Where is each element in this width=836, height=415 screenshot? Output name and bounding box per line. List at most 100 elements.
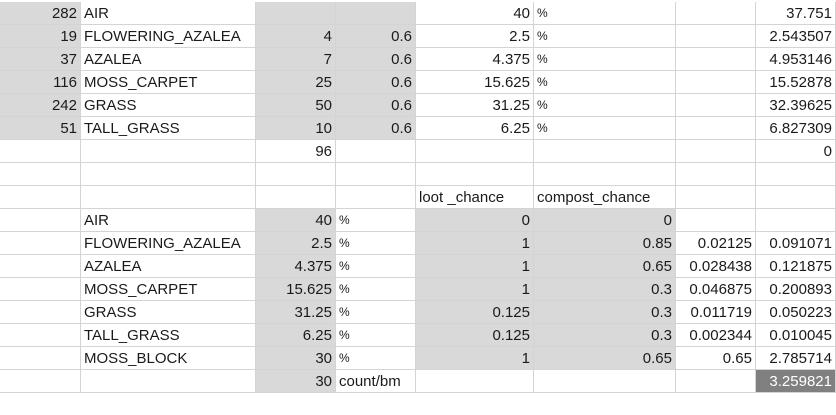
cell-r11-c7[interactable]: 0.028438 [676, 255, 756, 278]
cell-r12-c1[interactable]: MOSS_CARPET [81, 278, 256, 301]
cell-r16-c5[interactable] [534, 370, 676, 393]
cell-r3-c3[interactable]: 0.6 [336, 71, 416, 94]
cell-r14-c1[interactable]: TALL_GRASS [81, 324, 256, 347]
cell-r3-c8[interactable]: 15.52878 [756, 71, 836, 94]
cell-r9-c4[interactable]: 0 [416, 209, 534, 232]
cell-r13-c2[interactable]: 31.25 [256, 301, 336, 324]
cell-r10-c1[interactable]: FLOWERING_AZALEA [81, 232, 256, 255]
cell-r12-c0[interactable] [0, 278, 81, 301]
cell-r3-c0[interactable]: 116 [0, 71, 81, 94]
cell-r4-c4[interactable]: 31.25 [416, 94, 534, 117]
cell-r15-c2[interactable]: 30 [256, 347, 336, 370]
cell-r0-c5[interactable]: % [534, 2, 676, 25]
cell-r0-c8[interactable]: 37.751 [756, 2, 836, 25]
cell-r14-c8[interactable]: 0.010045 [756, 324, 836, 347]
cell-r12-c7[interactable]: 0.046875 [676, 278, 756, 301]
cell-r1-c1[interactable]: FLOWERING_AZALEA [81, 25, 256, 48]
cell-r7-c2[interactable] [256, 163, 336, 186]
cell-r10-c7[interactable]: 0.02125 [676, 232, 756, 255]
cell-r8-c5[interactable]: compost_chance [534, 186, 676, 209]
cell-r10-c0[interactable] [0, 232, 81, 255]
cell-r15-c5[interactable]: 0.65 [534, 347, 676, 370]
cell-r8-c0[interactable] [0, 186, 81, 209]
cell-r11-c4[interactable]: 1 [416, 255, 534, 278]
cell-r14-c2[interactable]: 6.25 [256, 324, 336, 347]
cell-r11-c3[interactable]: % [336, 255, 416, 278]
cell-r13-c1[interactable]: GRASS [81, 301, 256, 324]
cell-r12-c8[interactable]: 0.200893 [756, 278, 836, 301]
cell-r8-c2[interactable] [256, 186, 336, 209]
cell-r4-c7[interactable] [676, 94, 756, 117]
cell-r1-c2[interactable]: 4 [256, 25, 336, 48]
cell-r5-c5[interactable]: % [534, 117, 676, 140]
cell-r0-c7[interactable] [676, 2, 756, 25]
cell-r11-c2[interactable]: 4.375 [256, 255, 336, 278]
cell-r0-c1[interactable]: AIR [81, 2, 256, 25]
cell-r7-c1[interactable] [81, 163, 256, 186]
cell-r8-c8[interactable] [756, 186, 836, 209]
cell-r15-c3[interactable]: % [336, 347, 416, 370]
cell-r11-c0[interactable] [0, 255, 81, 278]
cell-r12-c4[interactable]: 1 [416, 278, 534, 301]
cell-r16-c7[interactable] [676, 370, 756, 393]
cell-r2-c3[interactable]: 0.6 [336, 48, 416, 71]
cell-r2-c8[interactable]: 4.953146 [756, 48, 836, 71]
cell-r6-c8[interactable]: 0 [756, 140, 836, 163]
cell-r3-c7[interactable] [676, 71, 756, 94]
cell-r1-c7[interactable] [676, 25, 756, 48]
cell-r9-c0[interactable] [0, 209, 81, 232]
cell-r4-c1[interactable]: GRASS [81, 94, 256, 117]
cell-r5-c3[interactable]: 0.6 [336, 117, 416, 140]
cell-r10-c2[interactable]: 2.5 [256, 232, 336, 255]
cell-r15-c1[interactable]: MOSS_BLOCK [81, 347, 256, 370]
cell-r13-c0[interactable] [0, 301, 81, 324]
cell-r13-c4[interactable]: 0.125 [416, 301, 534, 324]
cell-r11-c1[interactable]: AZALEA [81, 255, 256, 278]
cell-r13-c5[interactable]: 0.3 [534, 301, 676, 324]
cell-r13-c8[interactable]: 0.050223 [756, 301, 836, 324]
cell-r14-c4[interactable]: 0.125 [416, 324, 534, 347]
cell-r4-c8[interactable]: 32.39625 [756, 94, 836, 117]
cell-r5-c7[interactable] [676, 117, 756, 140]
cell-r15-c8[interactable]: 2.785714 [756, 347, 836, 370]
cell-r2-c0[interactable]: 37 [0, 48, 81, 71]
cell-r14-c7[interactable]: 0.002344 [676, 324, 756, 347]
cell-r1-c5[interactable]: % [534, 25, 676, 48]
cell-r3-c2[interactable]: 25 [256, 71, 336, 94]
cell-r16-c1[interactable] [81, 370, 256, 393]
cell-r5-c0[interactable]: 51 [0, 117, 81, 140]
cell-r7-c3[interactable] [336, 163, 416, 186]
cell-r12-c3[interactable]: % [336, 278, 416, 301]
cell-r1-c8[interactable]: 2.543507 [756, 25, 836, 48]
cell-r6-c0[interactable] [0, 140, 81, 163]
cell-r5-c4[interactable]: 6.25 [416, 117, 534, 140]
cell-r7-c4[interactable] [416, 163, 534, 186]
cell-r14-c0[interactable] [0, 324, 81, 347]
cell-r15-c0[interactable] [0, 347, 81, 370]
cell-r6-c7[interactable] [676, 140, 756, 163]
cell-r3-c5[interactable]: % [534, 71, 676, 94]
cell-r8-c3[interactable] [336, 186, 416, 209]
cell-r1-c3[interactable]: 0.6 [336, 25, 416, 48]
cell-r16-c3[interactable]: count/bm [336, 370, 416, 393]
cell-r12-c2[interactable]: 15.625 [256, 278, 336, 301]
cell-r5-c2[interactable]: 10 [256, 117, 336, 140]
cell-r4-c2[interactable]: 50 [256, 94, 336, 117]
cell-r1-c4[interactable]: 2.5 [416, 25, 534, 48]
cell-r6-c2[interactable]: 96 [256, 140, 336, 163]
cell-r8-c4[interactable]: loot _chance [416, 186, 534, 209]
cell-r16-c0[interactable] [0, 370, 81, 393]
cell-r2-c4[interactable]: 4.375 [416, 48, 534, 71]
cell-r5-c8[interactable]: 6.827309 [756, 117, 836, 140]
cell-r0-c3[interactable] [336, 2, 416, 25]
cell-r2-c2[interactable]: 7 [256, 48, 336, 71]
cell-r6-c5[interactable] [534, 140, 676, 163]
cell-r16-c2[interactable]: 30 [256, 370, 336, 393]
cell-r9-c8[interactable] [756, 209, 836, 232]
cell-r13-c3[interactable]: % [336, 301, 416, 324]
cell-r9-c3[interactable]: % [336, 209, 416, 232]
cell-r2-c7[interactable] [676, 48, 756, 71]
cell-r16-c8[interactable]: 3.259821 [756, 370, 836, 393]
cell-r4-c3[interactable]: 0.6 [336, 94, 416, 117]
cell-r8-c1[interactable] [81, 186, 256, 209]
